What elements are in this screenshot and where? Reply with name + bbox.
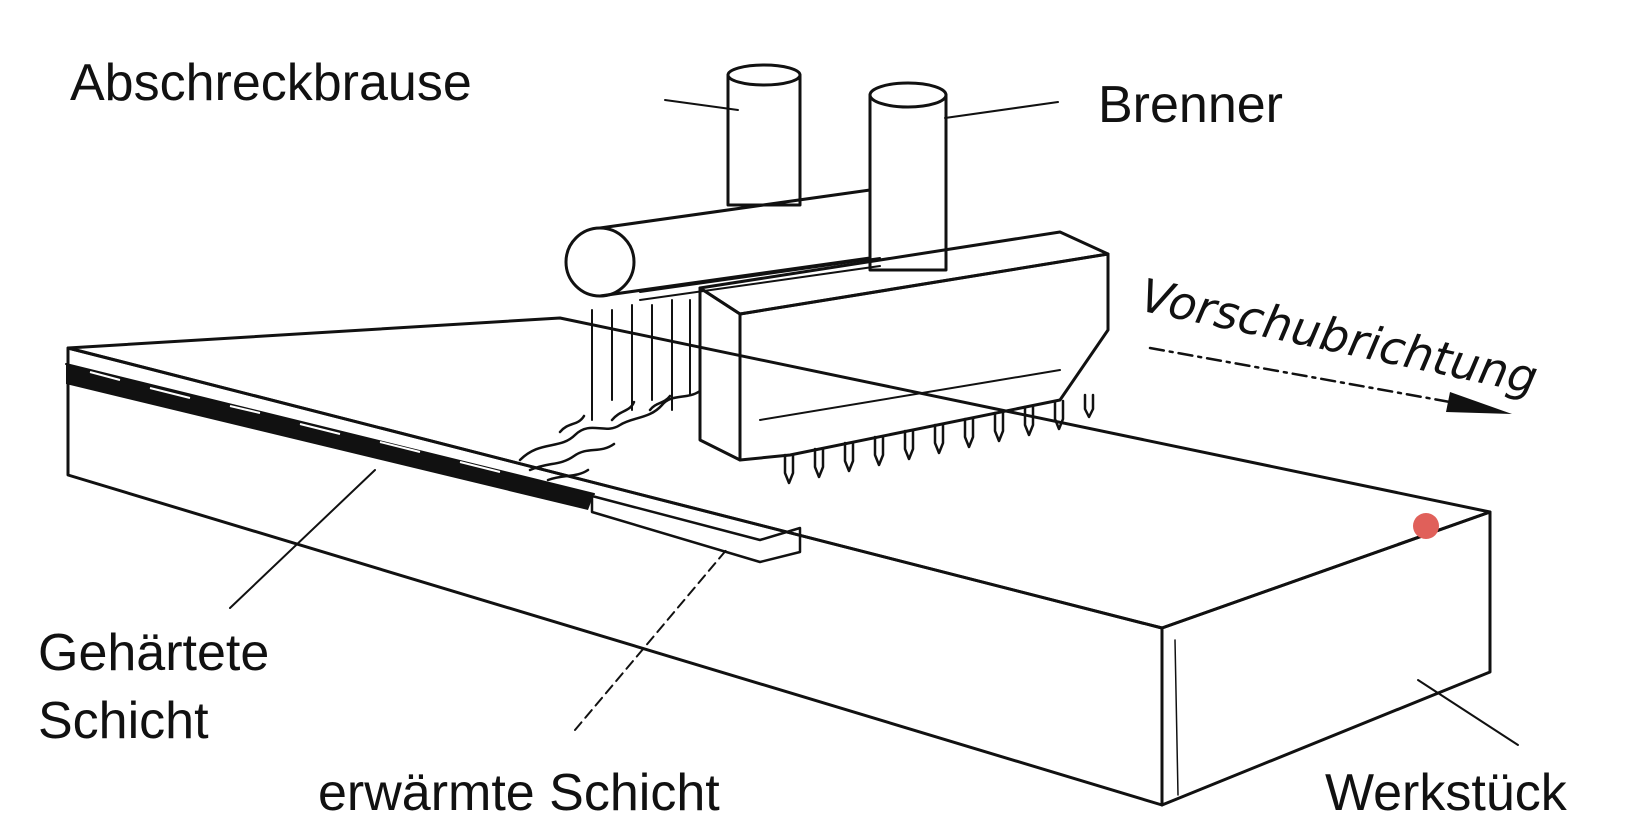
quench-spray — [518, 299, 702, 482]
label-hardened-layer-line1: Gehärtete — [38, 624, 269, 682]
hardened-layer — [65, 363, 595, 510]
burner — [698, 81, 1110, 485]
marker-dot — [1413, 513, 1439, 539]
label-hardened-layer-line2: Schicht — [38, 692, 209, 750]
leader-workpiece — [1417, 679, 1519, 746]
leader-heated — [574, 547, 729, 731]
label-heated-layer: erwärmte Schicht — [318, 764, 720, 822]
leader-hardened — [229, 469, 376, 609]
heated-layer — [590, 494, 802, 564]
leader-burner — [944, 101, 1059, 119]
leader-quench — [664, 99, 739, 111]
label-quench-shower: Abschreckbrause — [70, 54, 472, 112]
quench-shower — [564, 63, 881, 301]
feed-direction-arrow — [1148, 346, 1512, 414]
leader-lines — [229, 99, 1519, 746]
label-burner: Brenner — [1098, 76, 1283, 134]
label-feed-direction: Vorschubrichtung — [1136, 268, 1543, 405]
label-workpiece: Werkstück — [1325, 764, 1568, 822]
workpiece-block — [66, 316, 1492, 807]
